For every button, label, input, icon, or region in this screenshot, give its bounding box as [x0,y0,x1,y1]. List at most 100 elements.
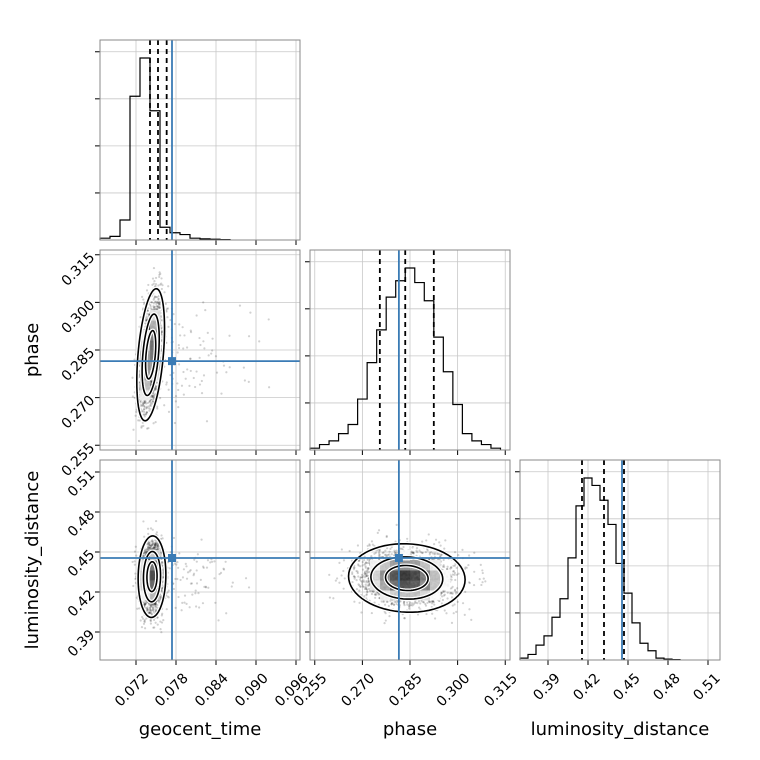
scatter-point [152,541,155,545]
scatter-point [152,393,155,396]
scatter-point [242,366,245,369]
scatter-point [390,603,393,606]
scatter-point [185,346,189,349]
scatter-point [181,326,184,329]
scatter-point [384,549,387,552]
histogram-phase [309,267,502,450]
scatter-point [180,609,183,612]
hist-panel-frame [99,39,301,241]
scatter-point [147,611,151,614]
scatter-point [156,606,159,609]
scatter-point [157,302,161,305]
scatter-point [361,564,364,567]
scatter-point [157,302,161,306]
scatter-point [160,589,163,592]
scatter-point [143,410,146,413]
scatter-point [268,386,271,389]
panel-content [100,460,300,660]
scatter-point [163,291,166,294]
scatter-point [140,426,143,429]
scatter-point [147,283,150,287]
scatter-point [157,284,160,287]
scatter-point [160,333,163,337]
scatter-point [439,555,442,558]
scatter-point [145,316,149,320]
scatter-point [154,388,157,391]
scatter-point [142,413,145,416]
scatter-point [150,612,153,615]
scatter-point [152,611,155,614]
scatter-point [150,603,153,606]
scatter-point [152,546,155,549]
scatter-point [222,567,225,570]
scatter-point [146,427,149,430]
scatter-point [200,379,203,383]
scatter-point [152,609,155,612]
scatter-point [367,579,370,582]
scatter-point [142,298,145,301]
scatter-point [230,585,233,588]
scatter-point [157,547,160,550]
scatter-point [143,301,146,304]
scatter-point [365,561,368,564]
contour-line [144,329,157,380]
scatter-point [154,621,157,624]
scatter-point [141,401,144,404]
scatter-point [155,381,158,385]
scatter-point [158,305,161,308]
scatter-point [174,606,177,609]
scatter-point [149,610,153,613]
scatter-point [134,414,137,417]
scatter-point [147,609,150,612]
scatter-point [156,547,160,551]
scatter-point [147,543,150,546]
scatter-point [145,318,148,321]
scatter-point [439,544,442,547]
scatter-point [188,606,191,609]
scatter-point [150,540,153,543]
scatter-point [173,562,176,565]
scatter-point [410,602,414,605]
scatter-point [160,631,163,634]
scatter-point [142,554,145,558]
scatter-point [148,313,151,316]
scatter-point [149,608,152,611]
scatter-point [157,305,160,308]
scatter-point [161,561,164,564]
scatter-point [152,266,156,270]
scatter-point [184,377,187,380]
scatter-point [161,537,164,540]
scatter-point [154,602,157,605]
scatter-point [194,589,197,592]
scatter-point [140,626,144,629]
scatter-point [159,628,162,631]
scatter-point [148,312,151,316]
scatter-point [151,609,154,612]
scatter-point [166,595,169,598]
scatter-point [231,581,234,584]
scatter-point [146,309,150,312]
scatter-point [176,577,179,581]
scatter-point [135,554,138,557]
contour-line [137,535,167,619]
scatter-point [148,542,151,545]
scatter-point [151,528,154,531]
scatter-point [152,626,155,629]
scatter-point [161,284,164,287]
scatter-point [153,602,156,606]
scatter-point [368,559,371,563]
scatter-point [148,543,152,546]
scatter-point [149,305,152,308]
scatter-point [188,384,191,387]
scatter-point [155,295,158,299]
scatter-point [385,600,388,603]
scatter-point [157,297,160,300]
scatter-point [247,586,251,589]
scatter-point [182,370,185,374]
scatter-point [147,405,151,408]
scatter-point [461,548,464,551]
scatter-point [142,402,145,406]
scatter-point [219,571,223,575]
scatter-point [258,340,261,343]
scatter-point [433,603,436,606]
